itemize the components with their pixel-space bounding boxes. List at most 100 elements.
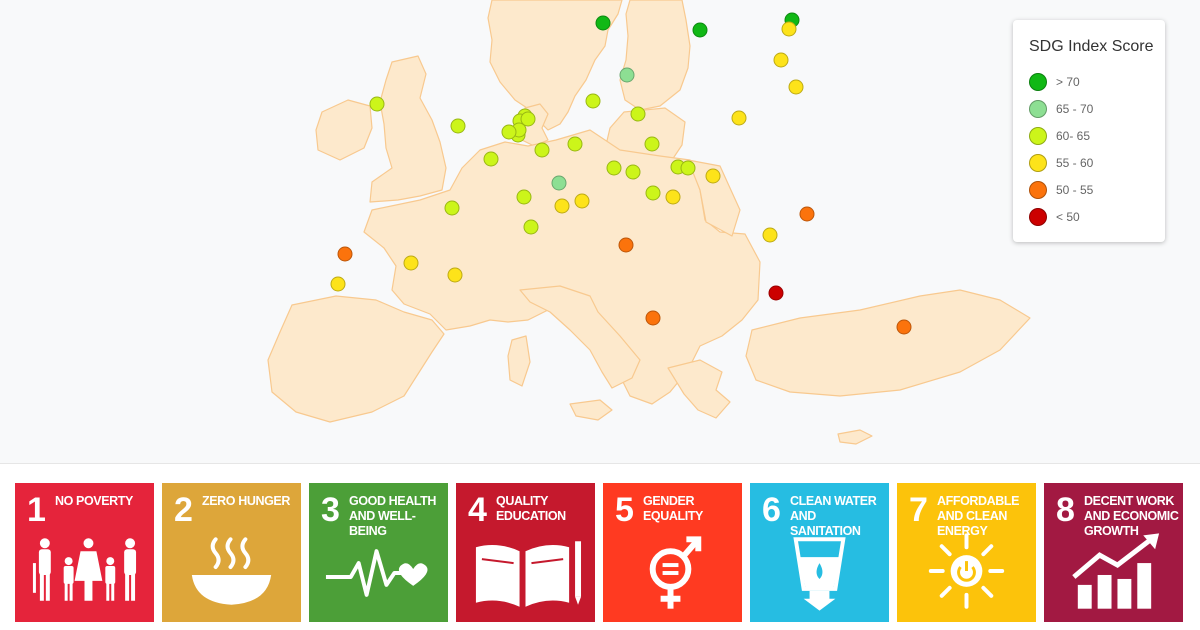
city-marker[interactable] [337, 246, 353, 262]
legend-item: 65 - 70 [1029, 95, 1165, 122]
people-family-icon [32, 538, 137, 601]
legend-label: 60- 65 [1056, 128, 1091, 143]
city-marker[interactable] [799, 206, 815, 221]
land-scandinavia [487, 0, 623, 131]
city-marker[interactable] [680, 160, 696, 176]
sdg-tile-2[interactable]: 2 Zero Hunger [162, 483, 301, 622]
sdg-tile-number: 6 [762, 491, 781, 529]
city-marker[interactable] [567, 136, 583, 152]
sdg-tile-3[interactable]: 3 Good Health and Well-Being [309, 483, 448, 622]
land-continental-europe [363, 129, 761, 405]
city-marker[interactable] [369, 96, 385, 112]
land-finland [619, 0, 691, 111]
city-marker[interactable] [773, 52, 789, 67]
legend-item: > 70 [1029, 68, 1165, 95]
legend-item: < 50 [1029, 203, 1165, 230]
city-marker[interactable] [447, 267, 463, 283]
city-marker[interactable] [450, 118, 466, 134]
legend-swatch [1029, 72, 1047, 91]
city-marker[interactable] [534, 142, 550, 158]
land-anatolia [745, 289, 1031, 397]
sdg-tile-number: 2 [174, 491, 193, 529]
land-ireland [315, 99, 373, 161]
sdg-tile-number: 8 [1056, 491, 1075, 529]
city-marker[interactable] [788, 79, 804, 95]
legend-item: 60- 65 [1029, 122, 1165, 149]
gender-equality-icon [649, 536, 702, 609]
sdg-goal-tiles: 1 No Poverty 2 Zero Hunger 3 Good Health and … [15, 483, 1185, 622]
sdg-tile-7[interactable]: 7 Affordable and Clean Energy [897, 483, 1036, 622]
sdg-tile-title: Quality Education [496, 494, 566, 523]
legend-swatch [1029, 207, 1047, 226]
food-bowl-icon [191, 537, 272, 605]
legend-items: > 70 65 - 70 60- 65 55 - 60 50 - 55 < 50 [1029, 68, 1165, 230]
city-marker[interactable] [595, 15, 611, 31]
city-marker[interactable] [618, 237, 634, 253]
legend-label: > 70 [1056, 74, 1080, 89]
city-marker[interactable] [692, 22, 708, 38]
city-marker[interactable] [483, 151, 499, 167]
book-pencil-icon [475, 541, 582, 607]
legend-label: 50 - 55 [1056, 182, 1094, 197]
sdg-tile-1[interactable]: 1 No Poverty [15, 483, 154, 622]
city-marker[interactable] [574, 193, 590, 209]
sdg-tile-title: Clean Water and Sanitation [790, 494, 877, 538]
city-marker[interactable] [896, 319, 912, 335]
legend-label: 55 - 60 [1056, 155, 1094, 170]
land-eastern-fringe [687, 159, 741, 237]
sdg-tile-5[interactable]: 5 Gender Equality [603, 483, 742, 622]
land-cyprus [837, 429, 873, 445]
city-marker[interactable] [630, 106, 646, 122]
section-divider [0, 463, 1200, 464]
city-marker[interactable] [768, 285, 784, 301]
sdg-tile-6[interactable]: 6 Clean Water and Sanitation [750, 483, 889, 622]
sdg-tile-number: 1 [27, 491, 46, 529]
city-marker[interactable] [516, 189, 532, 205]
sdg-tile-title: Gender Equality [643, 494, 703, 523]
legend: SDG Index Score > 70 65 - 70 60- 65 55 - 60… [1013, 20, 1165, 242]
city-marker[interactable] [554, 198, 570, 214]
city-marker[interactable] [523, 219, 539, 235]
city-marker[interactable] [330, 276, 346, 292]
sdg-tile-title: Affordable and Clean Energy [937, 494, 1020, 538]
legend-title: SDG Index Score [1029, 38, 1154, 55]
city-marker[interactable] [645, 185, 661, 201]
heartbeat-icon [325, 549, 428, 597]
europe-land-svg [267, 0, 1031, 445]
growth-chart-icon [1072, 533, 1160, 609]
legend-item: 55 - 60 [1029, 149, 1165, 176]
land-great-britain [369, 55, 447, 203]
sdg-tile-number: 7 [909, 491, 928, 529]
city-marker[interactable] [619, 67, 635, 83]
city-marker[interactable] [781, 21, 797, 37]
legend-label: < 50 [1056, 209, 1080, 224]
land-greece [667, 359, 731, 419]
city-marker[interactable] [403, 255, 419, 271]
land-italy [519, 285, 641, 389]
sun-power-icon [928, 533, 1005, 609]
city-marker[interactable] [520, 111, 536, 127]
sdg-tile-title: No Poverty [55, 494, 133, 508]
city-marker[interactable] [644, 136, 660, 152]
legend-swatch [1029, 180, 1047, 199]
city-marker[interactable] [606, 160, 622, 176]
land-iberia [267, 295, 445, 423]
city-marker[interactable] [762, 227, 778, 243]
city-marker[interactable] [501, 124, 517, 140]
city-marker[interactable] [551, 175, 567, 190]
city-marker[interactable] [665, 189, 681, 205]
legend-label: 65 - 70 [1056, 101, 1094, 116]
city-marker[interactable] [585, 93, 601, 109]
city-marker[interactable] [731, 110, 747, 126]
city-marker[interactable] [625, 164, 641, 180]
city-marker[interactable] [705, 168, 721, 184]
water-glass-icon [793, 537, 846, 611]
sdg-tile-title: Good Health and Well-Being [349, 494, 437, 538]
sdg-tile-8[interactable]: 8 Decent Work and Economic Growth [1044, 483, 1183, 622]
legend-swatch [1029, 126, 1047, 145]
land-sicily [569, 399, 613, 421]
sdg-tile-4[interactable]: 4 Quality Education [456, 483, 595, 622]
europe-map[interactable]: SDG Index Score > 70 65 - 70 60- 65 55 - 60… [0, 0, 1200, 463]
city-marker[interactable] [444, 200, 460, 216]
city-marker[interactable] [645, 310, 661, 326]
